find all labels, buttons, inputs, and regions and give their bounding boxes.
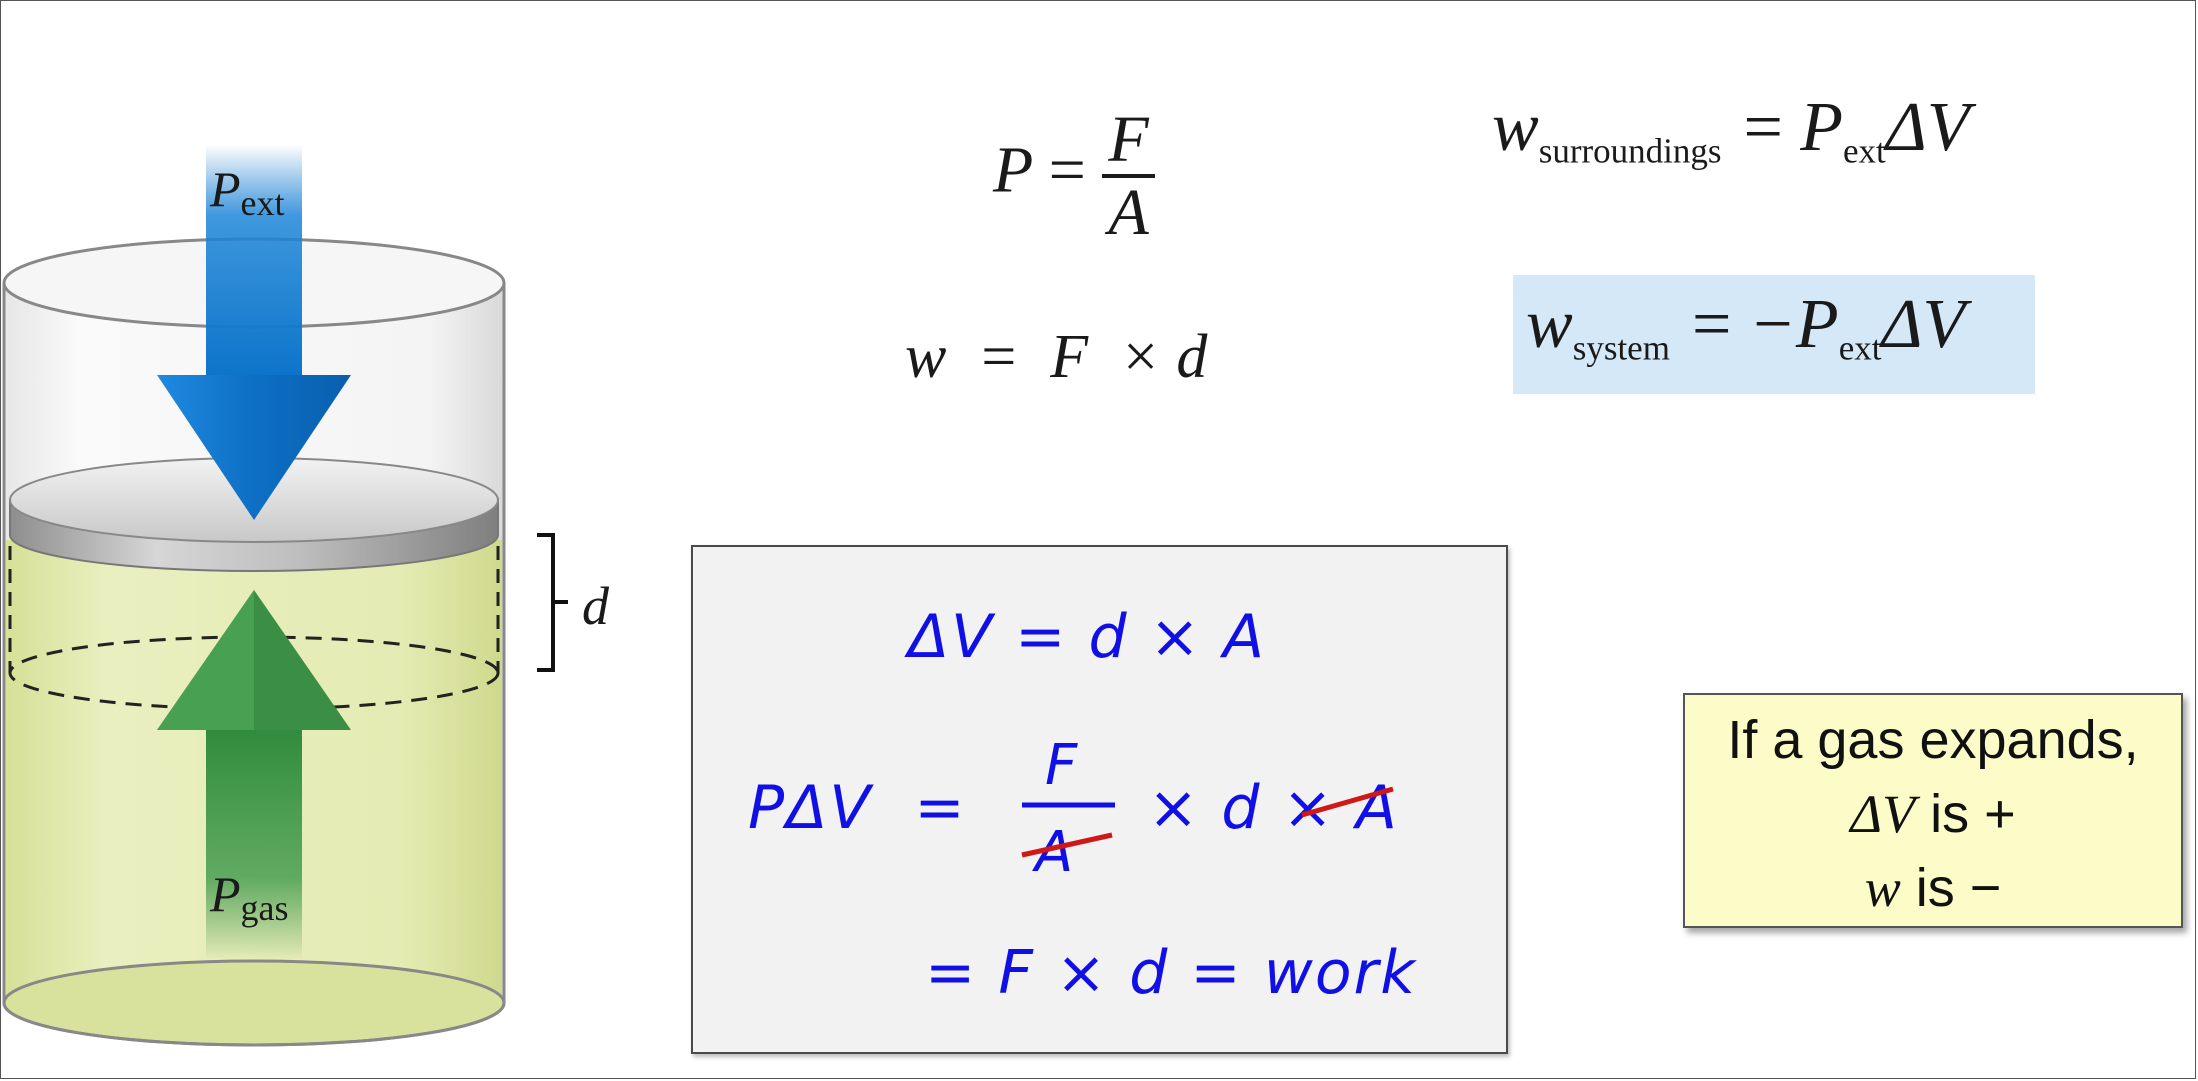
derivation-fraction-denominator: A [1035,820,1076,885]
note-line-2: ΔV is + [1850,784,2016,844]
label-p-gas: Pgas [210,866,289,928]
w-system-highlight [1513,275,2035,394]
w-system-equation: wsystem = −PextΔV [1526,286,1966,368]
note-line-1: If a gas expands, [1727,710,2139,770]
expansion-note: If a gas expands, ΔV is + w is − [1683,693,2183,928]
derivation-line-3: = F × d = work [925,938,1417,1008]
derivation-line-2-left: PΔV = [748,773,967,843]
work-equation: w = F × d [905,323,1208,391]
pressure-equation: P = F A [993,105,1155,248]
external-pressure-arrow [157,145,351,520]
displacement-bracket [537,533,568,672]
gas-pressure-arrow [157,590,351,960]
derivation-line-2-right: × d × A [1148,773,1399,843]
label-d: d [582,576,609,636]
pressure-fraction: F A [1102,105,1155,248]
derivation-fraction-numerator: F [1045,733,1080,798]
label-p-ext: Pext [210,161,285,223]
note-line-3: w is − [1864,858,2002,918]
derivation-line-1: ΔV = d × A [908,602,1267,672]
w-surroundings-equation: wsurroundings = PextΔV [1492,89,1970,171]
